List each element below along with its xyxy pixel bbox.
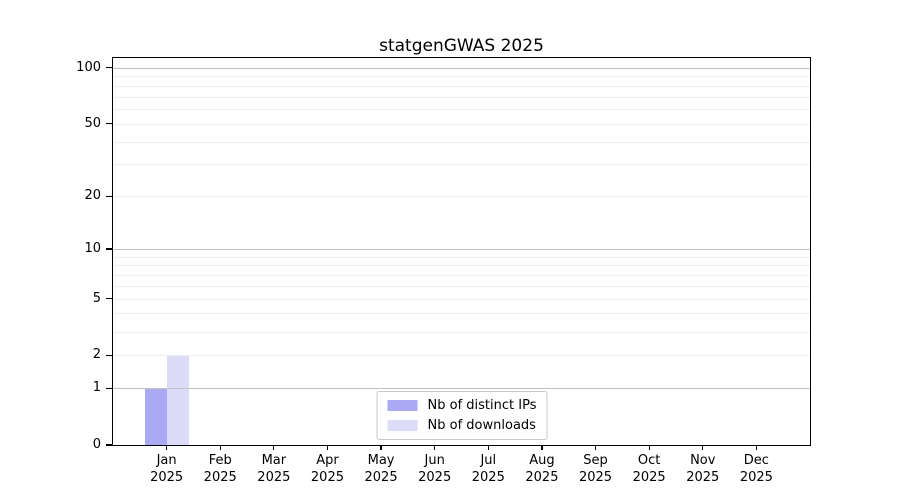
gridline-minor xyxy=(113,123,810,125)
x-tick-year: 2025 xyxy=(418,470,452,485)
gridline-minor xyxy=(113,355,810,357)
x-tick-month: Aug xyxy=(529,453,555,468)
x-tick-label: Jan 2025 xyxy=(132,452,202,486)
x-tick-label: Mar 2025 xyxy=(239,452,309,486)
legend-item-distinct-ips: Nb of distinct IPs xyxy=(387,398,537,413)
gridline-minor xyxy=(113,141,810,143)
y-tick-label: 10 xyxy=(84,241,101,257)
x-tick xyxy=(219,445,221,450)
x-tick xyxy=(326,445,329,450)
x-tick-label: Apr 2025 xyxy=(292,452,362,486)
y-tick xyxy=(106,387,113,389)
y-tick xyxy=(106,123,113,125)
x-tick-month: Dec xyxy=(743,453,769,468)
gridline-minor xyxy=(113,331,810,333)
x-tick xyxy=(434,445,436,450)
legend-swatch-distinct-ips xyxy=(387,400,418,411)
x-tick xyxy=(380,445,382,450)
x-tick xyxy=(594,445,597,450)
x-tick-year: 2025 xyxy=(632,470,666,485)
bar-distinct-ips xyxy=(144,388,167,445)
x-tick-month: Nov xyxy=(690,453,716,468)
x-tick-year: 2025 xyxy=(257,470,291,485)
x-tick-label: May 2025 xyxy=(346,452,416,486)
y-tick xyxy=(106,67,113,69)
bar-downloads xyxy=(166,355,189,445)
x-tick-label: Sep 2025 xyxy=(561,452,631,486)
x-tick-month: May xyxy=(367,453,395,468)
x-tick-year: 2025 xyxy=(203,470,237,485)
y-tick-label: 50 xyxy=(84,115,101,131)
x-tick-label: Jun 2025 xyxy=(400,452,470,486)
x-tick xyxy=(702,445,704,450)
y-tick-label: 100 xyxy=(76,59,101,75)
x-tick-year: 2025 xyxy=(525,470,559,485)
x-tick xyxy=(541,445,543,450)
x-tick-year: 2025 xyxy=(471,470,505,485)
y-tick-label: 2 xyxy=(92,347,101,363)
x-tick xyxy=(487,445,489,450)
y-tick-label: 0 xyxy=(92,437,101,452)
x-tick-year: 2025 xyxy=(310,470,344,485)
y-tick-label: 5 xyxy=(92,290,101,306)
x-tick-year: 2025 xyxy=(150,470,184,485)
y-tick xyxy=(106,354,113,356)
x-tick-year: 2025 xyxy=(578,470,613,485)
x-tick-year: 2025 xyxy=(364,470,398,485)
gridline-minor xyxy=(113,313,810,315)
x-tick-label: Oct 2025 xyxy=(614,452,684,486)
x-tick-month: Jul xyxy=(480,453,497,468)
gridline-minor xyxy=(113,256,810,258)
gridline-minor xyxy=(113,76,810,78)
x-tick-month: Feb xyxy=(208,453,232,468)
gridline-major xyxy=(113,67,810,69)
x-tick xyxy=(648,445,650,450)
gridline-major xyxy=(113,388,810,390)
legend-label-distinct-ips: Nb of distinct IPs xyxy=(427,398,537,413)
legend: Nb of distinct IPs Nb of downloads xyxy=(376,391,548,440)
y-tick xyxy=(106,444,113,446)
x-tick-year: 2025 xyxy=(686,470,720,485)
x-tick xyxy=(273,445,275,450)
y-tick xyxy=(106,195,113,197)
x-tick-month: Jan xyxy=(156,453,177,468)
x-tick-label: Feb 2025 xyxy=(185,452,255,486)
x-tick-year: 2025 xyxy=(739,470,773,485)
chart-title: statgenGWAS 2025 xyxy=(379,36,544,56)
legend-item-downloads: Nb of downloads xyxy=(387,418,537,433)
x-tick-month: Oct xyxy=(637,453,661,468)
legend-swatch-downloads xyxy=(387,420,418,431)
gridline-minor xyxy=(113,109,810,111)
gridline-minor xyxy=(113,85,810,87)
gridline-minor xyxy=(113,196,810,198)
gridline-major xyxy=(113,249,810,251)
x-tick-month: Sep xyxy=(583,453,608,468)
x-tick-label: Aug 2025 xyxy=(507,452,577,486)
gridline-minor xyxy=(113,265,810,267)
x-tick xyxy=(755,445,757,450)
x-tick xyxy=(166,445,168,450)
y-tick xyxy=(106,248,113,250)
x-tick-label: Dec 2025 xyxy=(721,452,791,486)
y-tick-label: 1 xyxy=(92,380,101,396)
x-tick-month: Jun xyxy=(424,453,445,468)
gridline-minor xyxy=(113,298,810,300)
y-tick xyxy=(106,297,113,300)
x-tick-label: Jul 2025 xyxy=(453,452,523,486)
x-tick-label: Nov 2025 xyxy=(668,452,738,486)
gridline-minor xyxy=(113,96,810,98)
gridline-minor xyxy=(113,285,810,287)
y-tick-label: 20 xyxy=(84,188,101,204)
legend-label-downloads: Nb of downloads xyxy=(427,418,536,433)
x-tick-month: Mar xyxy=(261,453,287,468)
gridline-minor xyxy=(113,275,810,277)
gridline-minor xyxy=(113,164,810,166)
x-tick-month: Apr xyxy=(316,453,339,468)
